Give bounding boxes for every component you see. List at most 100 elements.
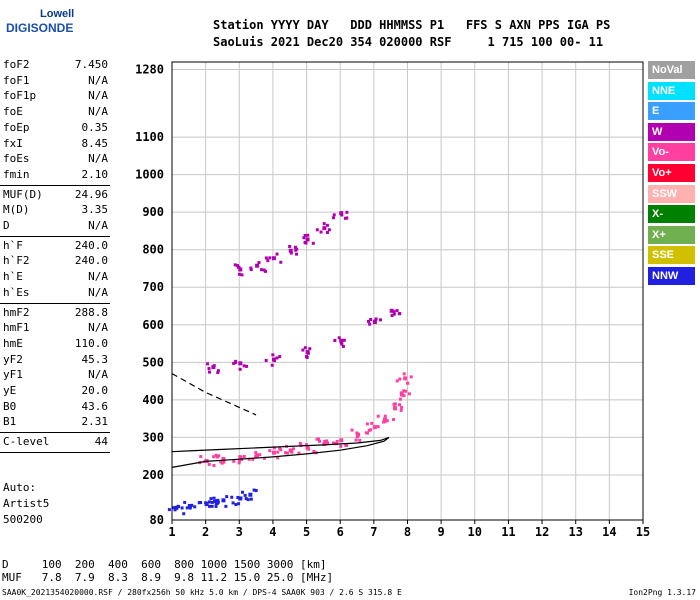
- trace-point: [207, 462, 211, 466]
- param-value: 2.10: [81, 167, 109, 181]
- y-tick-label: 1100: [135, 130, 164, 144]
- trace-point: [260, 268, 264, 272]
- trace-point: [243, 493, 247, 497]
- param-value: 288.8: [74, 305, 108, 319]
- trace-point: [183, 500, 187, 504]
- trace-point: [322, 222, 326, 226]
- trace-point: [214, 453, 218, 457]
- trace-point: [266, 259, 270, 263]
- trace-point: [305, 445, 310, 450]
- trace-point: [242, 455, 246, 459]
- trace-point: [238, 267, 243, 272]
- trace-point: [333, 339, 337, 343]
- param-row: yF1 N/A: [0, 368, 110, 382]
- trace-point: [242, 364, 246, 368]
- legend-item: E: [648, 102, 695, 121]
- trace-point: [212, 496, 216, 500]
- trace-point: [254, 451, 258, 455]
- trace-point: [257, 261, 261, 265]
- trace-point: [268, 449, 272, 453]
- trace-point: [311, 241, 315, 245]
- param-row: h`F 240.0: [0, 239, 110, 253]
- trace-point: [238, 367, 242, 371]
- trace-point: [234, 359, 238, 363]
- trace-point: [298, 441, 302, 445]
- auto-line-2: Artist5: [3, 497, 50, 510]
- param-row: foF2 7.450: [0, 58, 110, 72]
- param-value: 43.6: [81, 399, 109, 413]
- trace-point: [199, 455, 203, 459]
- param-value: 24.96: [74, 187, 108, 201]
- trace-point: [193, 505, 197, 509]
- param-label: h`F2: [3, 254, 30, 268]
- param-row: B1 2.31: [0, 415, 110, 429]
- trace-point: [271, 256, 276, 261]
- dashed-curve: [171, 373, 257, 416]
- trace-point: [214, 499, 218, 503]
- param-label: foE: [3, 105, 23, 119]
- trace-point: [219, 460, 223, 464]
- trace-point: [325, 230, 329, 234]
- trace-point: [325, 439, 329, 443]
- param-row: h`Es N/A: [0, 286, 110, 300]
- y-tick-label: 400: [142, 393, 164, 407]
- trace-point: [335, 439, 339, 443]
- param-row: yF2 45.3: [0, 353, 110, 367]
- profile-curve: [171, 436, 390, 468]
- trace-point: [339, 438, 344, 443]
- trace-point: [393, 402, 397, 406]
- trace-point: [337, 336, 341, 340]
- trace-point: [238, 496, 243, 501]
- trace-point: [211, 365, 216, 370]
- param-value: N/A: [88, 89, 108, 103]
- footer-muf: MUF 7.8 7.9 8.3 8.9 9.8 11.2 15.0 25.0 […: [2, 571, 334, 584]
- trace-point: [378, 318, 382, 322]
- legend-item: X-: [648, 205, 695, 224]
- trace-point: [315, 437, 319, 441]
- trace-point: [254, 489, 258, 493]
- param-label: h`E: [3, 270, 23, 284]
- trace-point: [247, 457, 251, 461]
- trace-point: [395, 309, 399, 313]
- param-label: foF1: [3, 73, 30, 87]
- param-row: foF1p N/A: [0, 89, 110, 103]
- trace-point: [238, 455, 243, 460]
- auto-line-1: Auto:: [3, 481, 37, 494]
- x-tick-label: 10: [468, 525, 482, 539]
- trace-point: [264, 358, 268, 362]
- plot-frame: [171, 61, 644, 521]
- param-value: 2.31: [81, 415, 109, 429]
- trace-point: [303, 346, 307, 350]
- trace-point: [289, 251, 293, 255]
- auto-line-3: 500200: [3, 513, 43, 526]
- param-value: N/A: [88, 73, 108, 87]
- param-row: foF1 N/A: [0, 74, 110, 88]
- param-row: M(D) 3.35: [0, 203, 110, 217]
- trace-point: [409, 375, 413, 379]
- trace-point: [237, 459, 241, 463]
- trace-point: [297, 451, 301, 455]
- x-tick-label: 1: [168, 525, 175, 539]
- trace-point: [383, 414, 387, 418]
- param-value: N/A: [88, 270, 108, 284]
- trace-point: [279, 260, 283, 264]
- trace-point: [212, 463, 216, 467]
- footer-distance: D 100 200 400 600 800 1000 1500 3000 [km…: [2, 558, 327, 571]
- trace-point: [167, 508, 171, 512]
- param-label: foEp: [3, 120, 30, 134]
- param-row: hmF1 N/A: [0, 321, 110, 335]
- trace-point: [271, 353, 275, 357]
- x-tick-label: 15: [636, 525, 650, 539]
- trace-point: [273, 446, 277, 450]
- trace-point: [293, 245, 297, 249]
- trace-point: [350, 428, 354, 432]
- trace-point: [172, 506, 176, 510]
- trace-point: [187, 503, 192, 508]
- trace-point: [365, 431, 369, 435]
- param-label: hmF1: [3, 321, 30, 335]
- trace-point: [372, 320, 377, 325]
- trace-point: [238, 361, 243, 366]
- trace-point: [295, 252, 299, 256]
- param-value: 110.0: [74, 336, 108, 350]
- trace-point: [306, 233, 310, 237]
